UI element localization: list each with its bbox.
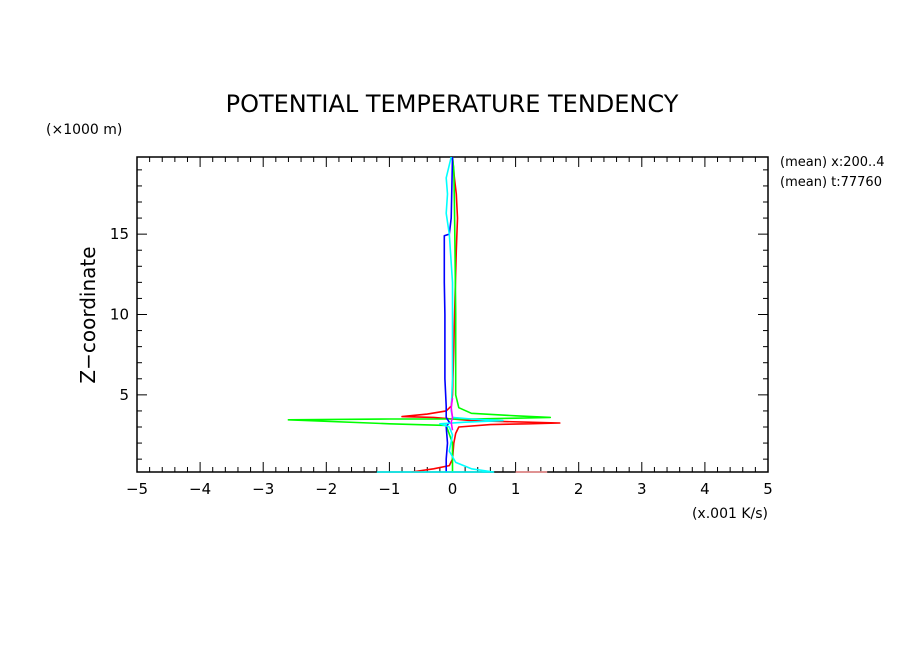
y-tick-label: 10 — [110, 306, 129, 324]
series-line-3 — [443, 156, 454, 472]
x-tick-label: 4 — [700, 480, 710, 498]
annotation-t-mean: (mean) t:77760 — [780, 175, 882, 190]
series-group — [287, 156, 561, 473]
series-line-4 — [376, 156, 504, 473]
x-tick-label: −2 — [315, 480, 337, 498]
x-axis-label: (x.001 K/s) — [692, 506, 768, 522]
x-tick-label: 1 — [511, 480, 521, 498]
x-tick-label: −3 — [252, 480, 274, 498]
y-unit-label: (×1000 m) — [46, 122, 122, 138]
series-line-5 — [450, 397, 454, 431]
x-tick-label: −5 — [126, 480, 148, 498]
axes: −5 −4 −3 −2 −1 0 1 2 3 4 5 5 10 15 — [110, 156, 773, 498]
annotation-x-mean: (mean) x:200..4 — [780, 155, 885, 170]
chart-title: POTENTIAL TEMPERATURE TENDENCY — [226, 90, 679, 118]
x-tick-label: 2 — [574, 480, 584, 498]
y-tick-label: 15 — [110, 225, 129, 243]
y-tick-label: 5 — [119, 386, 129, 404]
x-tick-label: −4 — [189, 480, 211, 498]
x-tick-label: −1 — [378, 480, 400, 498]
x-tick-label: 0 — [448, 480, 458, 498]
x-tick-label: 3 — [637, 480, 647, 498]
x-tick-label: 5 — [763, 480, 773, 498]
y-axis-label: Z−coordinate — [76, 246, 100, 383]
